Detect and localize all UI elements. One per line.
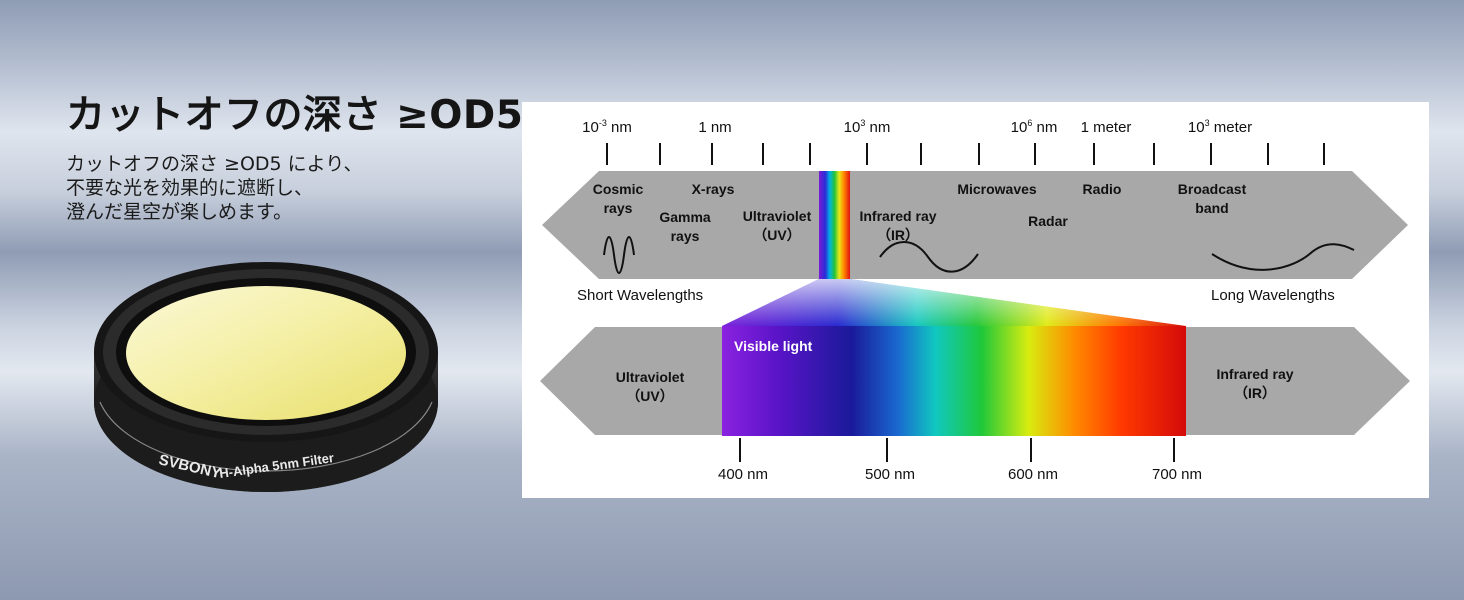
description-line-3: 澄んだ星空が楽しめます。 — [66, 201, 293, 223]
visible-uv-label: Ultraviolet （UV） — [615, 369, 685, 404]
visible-light-label: Visible light — [734, 338, 813, 354]
nm-ticks — [739, 438, 1175, 462]
long-wave-icon — [1211, 243, 1355, 271]
em-spectrum-band — [542, 171, 1408, 279]
description-line-1: カットオフの深さ ≥OD5 により、 — [66, 153, 363, 175]
visible-strip — [819, 171, 850, 279]
description-line-2: 不要な光を効果的に遮断し、 — [66, 177, 314, 199]
spectrum-diagram: 10-3 nm 1 nm 103 nm 106 nm 1 meter 103 m… — [522, 102, 1429, 498]
band-label-cosmic-rays: Cosmic rays — [592, 181, 644, 216]
nm-label-600: 600 nm — [1007, 466, 1059, 483]
visible-ir-label: Infrared ray （IR） — [1216, 366, 1294, 401]
band-label-radar: Radar — [1028, 213, 1068, 229]
scale-ticks — [606, 143, 1325, 165]
band-label-x-rays: X-rays — [691, 181, 735, 197]
page-title: カットオフの深さ ≥OD5 — [66, 93, 524, 138]
medium-wave-icon — [879, 241, 979, 273]
nm-label-500: 500 nm — [864, 466, 916, 483]
scale-label: 106 nm — [1010, 118, 1058, 136]
band-label-radio: Radio — [1082, 181, 1122, 197]
filter-image: SVBONY H-Alpha 5nm Filter — [94, 262, 438, 492]
scale-label: 10-3 nm — [582, 118, 632, 136]
visible-spectrum-band — [722, 326, 1186, 436]
band-label-gamma-rays: Gamma rays — [659, 209, 711, 244]
band-label-broadcast: Broadcast band — [1177, 181, 1247, 216]
scale-label: 1 meter — [1080, 119, 1132, 136]
long-wavelengths-label: Long Wavelengths — [1211, 287, 1335, 304]
short-wavelengths-label: Short Wavelengths — [577, 287, 704, 304]
band-label-infrared: Infrared ray （IR） — [859, 208, 937, 243]
scale-label: 103 meter — [1187, 118, 1253, 136]
band-label-microwaves: Microwaves — [957, 181, 1037, 197]
description: カットオフの深さ ≥OD5 により、 不要な光を効果的に遮断し、 澄んだ星空が楽… — [66, 152, 363, 224]
nm-label-400: 400 nm — [717, 466, 769, 483]
scale-label: 103 nm — [843, 118, 891, 136]
spectrum-graphics — [540, 143, 1410, 462]
band-label-ultraviolet: Ultraviolet （UV） — [742, 208, 812, 243]
nm-label-700: 700 nm — [1151, 466, 1203, 483]
short-wave-icon — [603, 236, 635, 274]
scale-label: 1 nm — [698, 119, 732, 136]
